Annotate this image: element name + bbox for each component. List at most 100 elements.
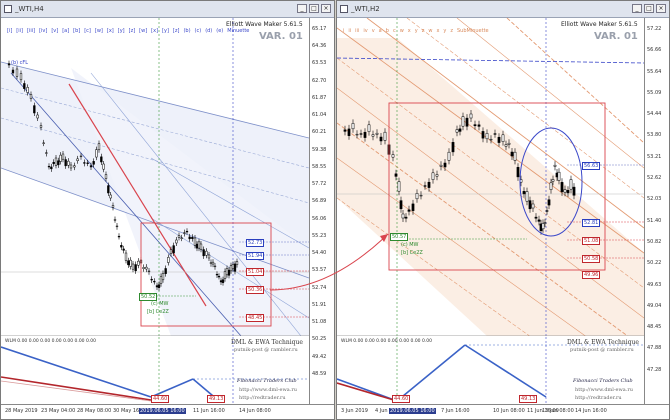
wave-degree-button[interactable]: [a] bbox=[62, 28, 70, 34]
price-tick-label: 49.04 bbox=[647, 302, 662, 309]
wave-degree-button[interactable]: i bbox=[343, 28, 345, 34]
channel-line[interactable] bbox=[150, 157, 309, 249]
wave-degree-button[interactable]: [ii] bbox=[16, 28, 23, 34]
chart-window-wti-h2[interactable]: _WTI,H2 _ □ × Elliott Wave Maker 5.61.5 bbox=[336, 0, 670, 420]
wave-degree-button[interactable]: x bbox=[407, 28, 411, 34]
channel-line[interactable] bbox=[1, 87, 309, 169]
wave-degree-button[interactable]: [y] bbox=[117, 28, 125, 34]
time-tick-label: 11 Jun 16:00 bbox=[193, 408, 225, 414]
wave-degree-button[interactable]: [z] bbox=[128, 28, 136, 34]
wave-degree-button[interactable]: y bbox=[414, 28, 418, 34]
candle-body bbox=[563, 189, 567, 193]
fan-line[interactable] bbox=[337, 157, 644, 336]
candle-body bbox=[113, 219, 117, 221]
credit-text: DML & EWA Technique bbox=[231, 339, 303, 346]
wave-degree-button[interactable]: y bbox=[443, 28, 447, 34]
candle-body bbox=[443, 162, 447, 168]
wave-degree-button[interactable]: [b] bbox=[73, 28, 81, 34]
signal-line bbox=[337, 382, 398, 402]
fan-line[interactable] bbox=[337, 197, 644, 336]
wave-degree-button[interactable]: [c] bbox=[84, 28, 91, 34]
price-axis[interactable]: 65.17 64.36 63.53 62.70 61.87 61.04 60.21 59.38… bbox=[309, 18, 334, 405]
wave-degree-button[interactable]: iv bbox=[363, 28, 368, 34]
wave-degree-button[interactable]: [x] bbox=[151, 28, 159, 34]
candle-body bbox=[397, 181, 401, 192]
candle-body bbox=[504, 144, 508, 147]
trend-line[interactable] bbox=[90, 72, 302, 336]
wave-degree-button[interactable]: c bbox=[392, 28, 396, 34]
window-titlebar[interactable]: _WTI,H4 _ □ × bbox=[1, 1, 334, 18]
red-trend-line[interactable] bbox=[68, 83, 207, 307]
candlesticks[interactable] bbox=[343, 110, 576, 235]
macd-subwindow[interactable] bbox=[1, 337, 309, 407]
wave-degree-button[interactable]: x bbox=[436, 28, 440, 34]
wave-degree-button[interactable]: iii bbox=[355, 28, 360, 34]
wave-degree-button[interactable]: [z] bbox=[172, 28, 180, 34]
minimize-button[interactable]: _ bbox=[297, 4, 307, 13]
wave-degree-button[interactable]: z bbox=[450, 28, 453, 34]
subwindow-tag: 44.60 bbox=[151, 395, 170, 403]
wave-degree-button[interactable]: [v] bbox=[51, 28, 59, 34]
wave-degree-button[interactable]: [iii] bbox=[26, 28, 36, 34]
wave-degree-button[interactable]: [y] bbox=[162, 28, 169, 34]
subwindow-tag: 44.60 bbox=[392, 395, 411, 403]
channel-line[interactable] bbox=[1, 61, 309, 139]
wave-degree-button[interactable]: (c) bbox=[194, 28, 202, 34]
wave-degree-button[interactable]: (b) bbox=[183, 28, 191, 34]
highlight-box[interactable] bbox=[140, 222, 272, 327]
wave-degree-button[interactable]: (d) bbox=[205, 28, 213, 34]
fan-line[interactable] bbox=[337, 27, 644, 254]
wave-degree-button[interactable]: Minuette bbox=[227, 28, 250, 34]
minimize-button[interactable]: _ bbox=[632, 4, 642, 13]
highlight-box[interactable] bbox=[388, 102, 606, 271]
price-axis[interactable]: 57.22 56.66 55.64 55.09 54.44 53.80 53.21 52.62… bbox=[644, 18, 669, 405]
candle-body bbox=[407, 209, 411, 212]
wave-degree-button[interactable]: [iv] bbox=[39, 28, 48, 34]
fan-line[interactable] bbox=[366, 18, 644, 229]
price-tick-label: 56.66 bbox=[647, 47, 662, 54]
wave-degree-button[interactable]: ii bbox=[348, 28, 352, 34]
wave-degree-button[interactable]: w bbox=[399, 28, 404, 34]
price-tick-label: 55.23 bbox=[312, 232, 327, 239]
wave-degree-button[interactable]: v bbox=[371, 28, 375, 34]
wave-degree-button[interactable]: w bbox=[428, 28, 433, 34]
wave-degree-toolbar[interactable]: i ii iii iv v a b c w x y z w x y z SubMinuette bbox=[343, 28, 493, 34]
wave-degree-button[interactable]: SubMinuette bbox=[457, 28, 489, 34]
wave-sub-label: [b] Ce2Z bbox=[401, 250, 423, 256]
close-button[interactable]: × bbox=[321, 4, 331, 13]
wave-degree-button[interactable]: (e) bbox=[216, 28, 224, 34]
fan-line[interactable] bbox=[337, 57, 644, 289]
maximize-button[interactable]: □ bbox=[309, 4, 319, 13]
candle-body bbox=[180, 237, 183, 239]
wave-degree-toolbar[interactable]: [i] [ii] [iii] [iv] [v] [a] [b] [c] [w] [x] [y] [z]… bbox=[7, 28, 253, 34]
level-line[interactable] bbox=[337, 57, 644, 64]
candle-body bbox=[7, 63, 11, 66]
fan-line[interactable] bbox=[506, 18, 644, 144]
price-chart-area[interactable] bbox=[337, 18, 644, 336]
candle-body bbox=[351, 123, 355, 130]
candle-body bbox=[36, 114, 39, 119]
chart-window-wti-h4[interactable]: _WTI,H4 _ □ × bbox=[0, 0, 335, 420]
macd-subwindow[interactable] bbox=[337, 337, 644, 407]
fibonacci-fan[interactable] bbox=[337, 18, 644, 336]
wave-degree-button[interactable]: z bbox=[421, 28, 425, 34]
wave-degree-button[interactable]: a bbox=[378, 28, 382, 34]
maximize-button[interactable]: □ bbox=[644, 4, 654, 13]
highlight-ellipse[interactable] bbox=[519, 127, 583, 237]
time-axis[interactable]: 28 May 2019 23 May 04:00 28 May 08:00 30 Ma… bbox=[1, 404, 334, 419]
channel-line[interactable] bbox=[1, 117, 309, 204]
wave-degree-button[interactable]: [x] bbox=[106, 28, 114, 34]
wave-degree-button[interactable]: b bbox=[385, 28, 389, 34]
fan-line[interactable] bbox=[337, 87, 644, 319]
window-titlebar[interactable]: _WTI,H2 _ □ × bbox=[337, 1, 669, 18]
close-button[interactable]: × bbox=[656, 4, 666, 13]
wave-degree-button[interactable]: [w] bbox=[139, 28, 148, 34]
wave-degree-button[interactable]: [i] bbox=[7, 28, 13, 34]
fan-line[interactable] bbox=[337, 122, 644, 336]
trend-line[interactable] bbox=[10, 72, 242, 336]
wave-degree-button[interactable]: [w] bbox=[94, 28, 103, 34]
candle-body bbox=[481, 131, 485, 139]
fan-line[interactable] bbox=[456, 18, 644, 169]
fan-line[interactable] bbox=[406, 18, 644, 199]
